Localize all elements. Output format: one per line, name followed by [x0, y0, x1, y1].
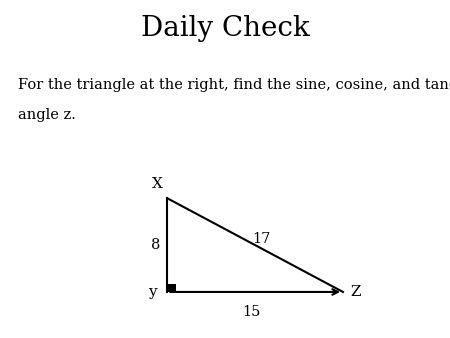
Text: Daily Check: Daily Check	[140, 15, 310, 42]
Bar	[167, 284, 176, 292]
Text: For the triangle at the right, find the sine, cosine, and tangent of: For the triangle at the right, find the …	[18, 78, 450, 92]
Text: 8: 8	[151, 238, 160, 252]
Text: 17: 17	[252, 232, 270, 246]
Text: X: X	[152, 177, 162, 191]
Text: Z: Z	[350, 285, 360, 299]
Text: y: y	[148, 285, 157, 299]
Text: 15: 15	[243, 305, 261, 319]
Text: angle z.: angle z.	[18, 108, 76, 122]
